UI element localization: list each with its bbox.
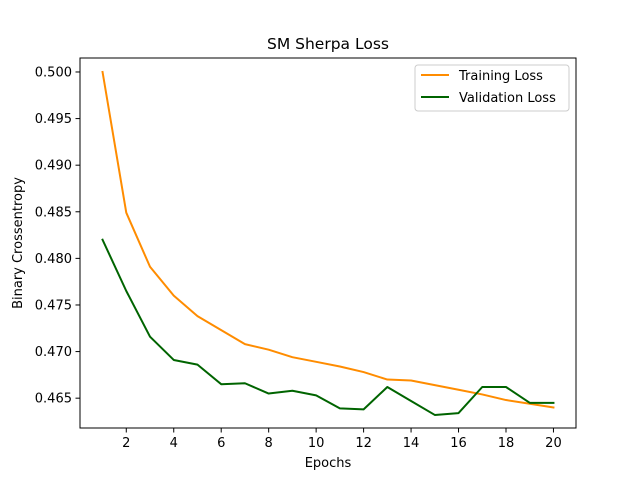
x-tick-label: 10 bbox=[308, 436, 325, 451]
x-axis-title: Epochs bbox=[305, 456, 352, 471]
x-tick-label: 8 bbox=[265, 436, 273, 451]
legend-label-validation-loss: Validation Loss bbox=[459, 91, 556, 106]
series-line-validation-loss bbox=[101, 238, 555, 416]
y-tick-label: 0.495 bbox=[35, 112, 72, 127]
y-tick-label: 0.500 bbox=[35, 65, 72, 80]
series-line-training-loss bbox=[101, 70, 555, 409]
legend: Training Loss Validation Loss bbox=[414, 64, 570, 112]
legend-label-training-loss: Training Loss bbox=[458, 69, 543, 84]
x-tick-label: 14 bbox=[403, 436, 420, 451]
series-layer bbox=[101, 70, 555, 416]
legend-box bbox=[414, 64, 570, 112]
x-axis: 2 4 6 8 10 12 14 16 18 20 bbox=[122, 428, 562, 451]
x-tick-label: 6 bbox=[217, 436, 225, 451]
chart-title: SM Sherpa Loss bbox=[267, 35, 389, 53]
x-tick-label: 4 bbox=[170, 436, 178, 451]
y-tick-label: 0.475 bbox=[35, 298, 72, 313]
x-tick-label: 18 bbox=[498, 436, 515, 451]
y-tick-label: 0.465 bbox=[35, 392, 72, 407]
x-tick-label: 16 bbox=[450, 436, 467, 451]
y-tick-label: 0.480 bbox=[35, 252, 72, 267]
y-tick-label: 0.485 bbox=[35, 205, 72, 220]
y-tick-label: 0.470 bbox=[35, 345, 72, 360]
y-tick-label: 0.490 bbox=[35, 159, 72, 174]
plot-frame bbox=[79, 57, 577, 429]
x-tick-label: 2 bbox=[122, 436, 130, 451]
y-axis-title: Binary Crossentropy bbox=[11, 177, 26, 309]
x-tick-label: 12 bbox=[355, 436, 372, 451]
y-axis: 0.465 0.470 0.475 0.480 0.485 0.490 0.495 0.500 bbox=[35, 65, 80, 407]
x-tick-label: 20 bbox=[545, 436, 562, 451]
